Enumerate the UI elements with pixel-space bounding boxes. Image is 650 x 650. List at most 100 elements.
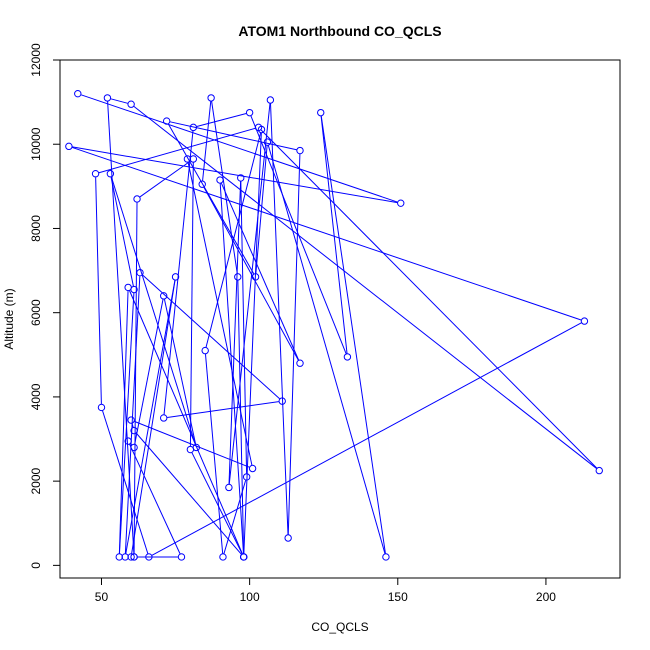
series-segment [228,181,242,484]
series-segment [124,276,141,554]
data-point [257,125,266,134]
data-point [296,359,304,367]
data-point [124,283,132,292]
series-points [65,89,603,561]
data-point [97,403,106,412]
series-segment [267,145,386,554]
y-tick-label: 10000 [29,127,43,161]
data-point [201,346,209,355]
data-point [177,553,186,561]
series-segment [203,187,299,361]
data-point [106,170,115,178]
data-point [127,100,135,108]
x-axis: 50 100 150 200 [95,577,556,604]
series-segment [320,116,348,354]
series-segment [131,423,134,428]
y-tick-label: 8000 [29,215,43,242]
data-point [225,483,233,492]
series-segment [95,177,102,404]
data-point [219,553,227,561]
series-segment [151,322,582,556]
y-axis: 0 2000 4000 6000 8000 10000 12000 [29,43,61,569]
series-segment [133,105,597,469]
x-tick-label: 50 [95,590,109,604]
data-point [266,96,275,104]
x-tick-label: 100 [240,590,260,604]
data-point [124,437,132,445]
series-segment [204,354,224,554]
x-tick-label: 150 [388,590,408,604]
series-segment [125,280,176,554]
series-segment [287,154,301,535]
series-segment [220,183,300,361]
data-point [343,353,352,361]
y-tick-label: 4000 [29,383,43,410]
data-point [127,416,135,424]
data-point [133,195,141,203]
series-segment [223,480,247,554]
x-axis-label: CO_QCLS [311,620,368,634]
series-segment [167,401,279,418]
series-segment [72,146,398,204]
series-segment [189,162,194,447]
data-point [160,414,168,422]
data-point [278,397,286,405]
data-point [296,146,304,155]
y-axis-label: Altitude (m) [2,288,16,349]
chart-title: ATOM1 Northbound CO_QCLS [238,23,441,39]
data-point [251,273,260,281]
data-point [130,426,138,435]
data-point [65,142,73,151]
series-segment [80,94,398,203]
y-tick-label: 2000 [29,467,43,494]
series-segment [243,132,262,554]
series-segment [129,290,243,554]
series-segment [98,127,256,174]
series-segment [110,177,134,287]
series-segment [129,444,181,554]
data-point [397,199,405,207]
data-point [245,108,254,117]
series-segment [118,292,135,554]
series-segment [202,101,212,181]
data-point [595,466,603,475]
series-segment [107,101,135,554]
data-point [130,553,138,561]
series-segment [191,452,243,555]
plot-frame [59,59,621,579]
data-point [186,445,195,454]
data-point [160,292,168,300]
series-segment [118,290,129,554]
series-lines [72,94,598,558]
series-segment [260,129,598,469]
series-segment [142,274,280,400]
y-tick-label: 6000 [29,299,43,326]
series-segment [167,123,255,275]
series-segment [228,103,271,485]
series-segment [250,115,347,354]
data-point [240,553,248,561]
data-point [263,138,272,146]
series-segment [134,299,164,445]
series-segment [163,130,194,415]
series-segment [72,146,582,321]
data-point [237,174,245,182]
data-point [103,94,112,102]
series-segment [211,101,238,274]
series-segment [270,103,289,535]
series-segment [196,113,247,127]
data-point [171,273,180,281]
data-point [382,553,390,561]
data-point [162,117,171,125]
data-point [145,553,153,561]
data-point [74,89,82,98]
series-segment [110,98,128,104]
series-segment [135,432,242,555]
data-point [91,170,100,178]
series-segment [187,162,253,466]
series-segment [320,116,386,554]
series-segment [169,121,297,151]
y-tick-label: 12000 [29,43,43,77]
data-point [248,464,257,473]
